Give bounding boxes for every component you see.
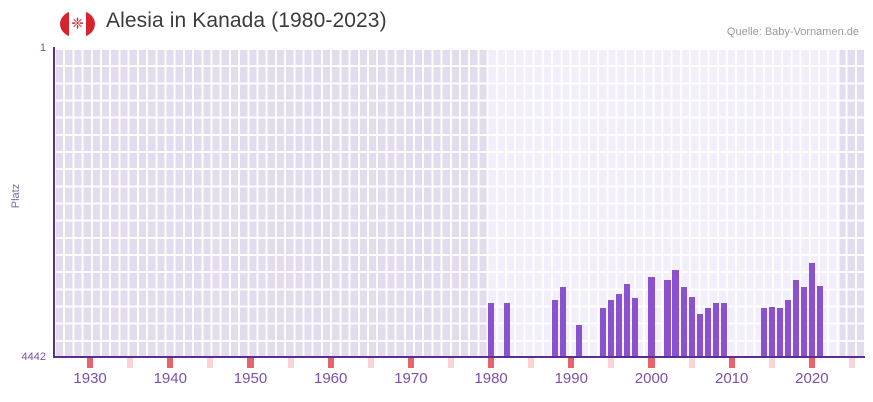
canada-flag-icon: ❈ (60, 10, 95, 38)
x-axis-label-2020: 2020 (795, 370, 829, 387)
bar-2008[interactable] (712, 302, 719, 357)
plot-area (54, 48, 864, 357)
bar-1982[interactable] (504, 302, 511, 357)
x-axis-label-1970: 1970 (394, 370, 428, 387)
bar-2018[interactable] (792, 279, 799, 357)
y-axis-line (53, 47, 55, 358)
page-title: Alesia in Kanada (1980-2023) (106, 9, 387, 32)
y-axis-title: Platz (10, 183, 22, 209)
source-attribution: Quelle: Baby-Vornamen.de (726, 26, 859, 38)
y-axis-tick-bottom: 4442 (21, 351, 46, 363)
x-tick-major-2010 (728, 358, 735, 368)
x-axis-label-1930: 1930 (73, 370, 107, 387)
x-axis-tick-markers (54, 358, 864, 368)
x-tick-minor-1935 (127, 358, 134, 368)
bar-2005[interactable] (688, 296, 695, 357)
x-axis-label-2000: 2000 (634, 370, 669, 387)
x-tick-major-1960 (327, 358, 334, 368)
x-tick-major-1970 (407, 358, 414, 368)
x-tick-minor-1965 (367, 358, 374, 368)
bar-2002[interactable] (664, 279, 671, 357)
x-tick-major-2020 (808, 358, 815, 368)
x-tick-major-1940 (167, 358, 174, 368)
x-axis-line (53, 356, 865, 358)
bar-1989[interactable] (560, 287, 567, 357)
bar-1991[interactable] (576, 324, 583, 357)
x-tick-minor-1945 (207, 358, 214, 368)
x-axis-label-1980: 1980 (474, 370, 508, 387)
x-tick-minor-1975 (447, 358, 455, 368)
bar-2019[interactable] (800, 287, 807, 357)
x-axis-label-1960: 1960 (313, 370, 348, 387)
x-tick-major-1980 (488, 358, 495, 368)
y-axis-tick-top: 1 (39, 42, 46, 54)
bar-2014[interactable] (760, 307, 767, 357)
x-tick-major-1990 (568, 358, 575, 368)
bar-1997[interactable] (624, 284, 631, 357)
bar-2016[interactable] (776, 307, 783, 357)
bar-2006[interactable] (696, 313, 703, 357)
x-tick-major-2000 (648, 358, 655, 368)
x-axis-tick-labels: 1930 1940 1950 1960 1970 1980 1990 2000 2010 2020 (54, 370, 864, 394)
flag-band-left (60, 10, 69, 38)
bar-2000[interactable] (648, 276, 655, 357)
bar-2004[interactable] (680, 287, 687, 357)
x-axis-label-1940: 1940 (153, 370, 187, 387)
x-tick-minor-1985 (528, 358, 535, 368)
bar-2003[interactable] (672, 270, 679, 357)
x-axis-label-1990: 1990 (554, 370, 588, 387)
x-tick-minor-1995 (608, 358, 615, 368)
bar-1996[interactable] (616, 293, 623, 357)
x-tick-minor-2015 (768, 358, 775, 368)
x-axis-label-2010: 2010 (714, 370, 749, 387)
bar-1988[interactable] (552, 299, 559, 357)
bar-series (54, 48, 864, 357)
chart-header: ❈ Alesia in Kanada (1980-2023) Quelle: B… (0, 0, 873, 48)
x-axis-label-1950: 1950 (233, 370, 268, 387)
x-tick-major-1950 (247, 358, 254, 368)
flag-band-right (86, 10, 95, 38)
x-tick-major-1930 (87, 358, 94, 368)
x-tick-minor-1955 (287, 358, 294, 368)
maple-leaf-icon: ❈ (71, 15, 84, 33)
bar-2017[interactable] (784, 299, 791, 357)
bar-2007[interactable] (704, 307, 711, 357)
bar-1980[interactable] (488, 302, 495, 357)
bar-2015[interactable] (768, 306, 775, 357)
bar-1995[interactable] (608, 299, 615, 357)
bar-2021[interactable] (816, 285, 823, 357)
x-tick-minor-2025 (848, 358, 856, 368)
bar-1994[interactable] (600, 307, 607, 357)
bar-2009[interactable] (720, 302, 727, 357)
x-tick-minor-2005 (688, 358, 695, 368)
bar-2020[interactable] (808, 262, 815, 357)
bar-1998[interactable] (632, 298, 639, 357)
